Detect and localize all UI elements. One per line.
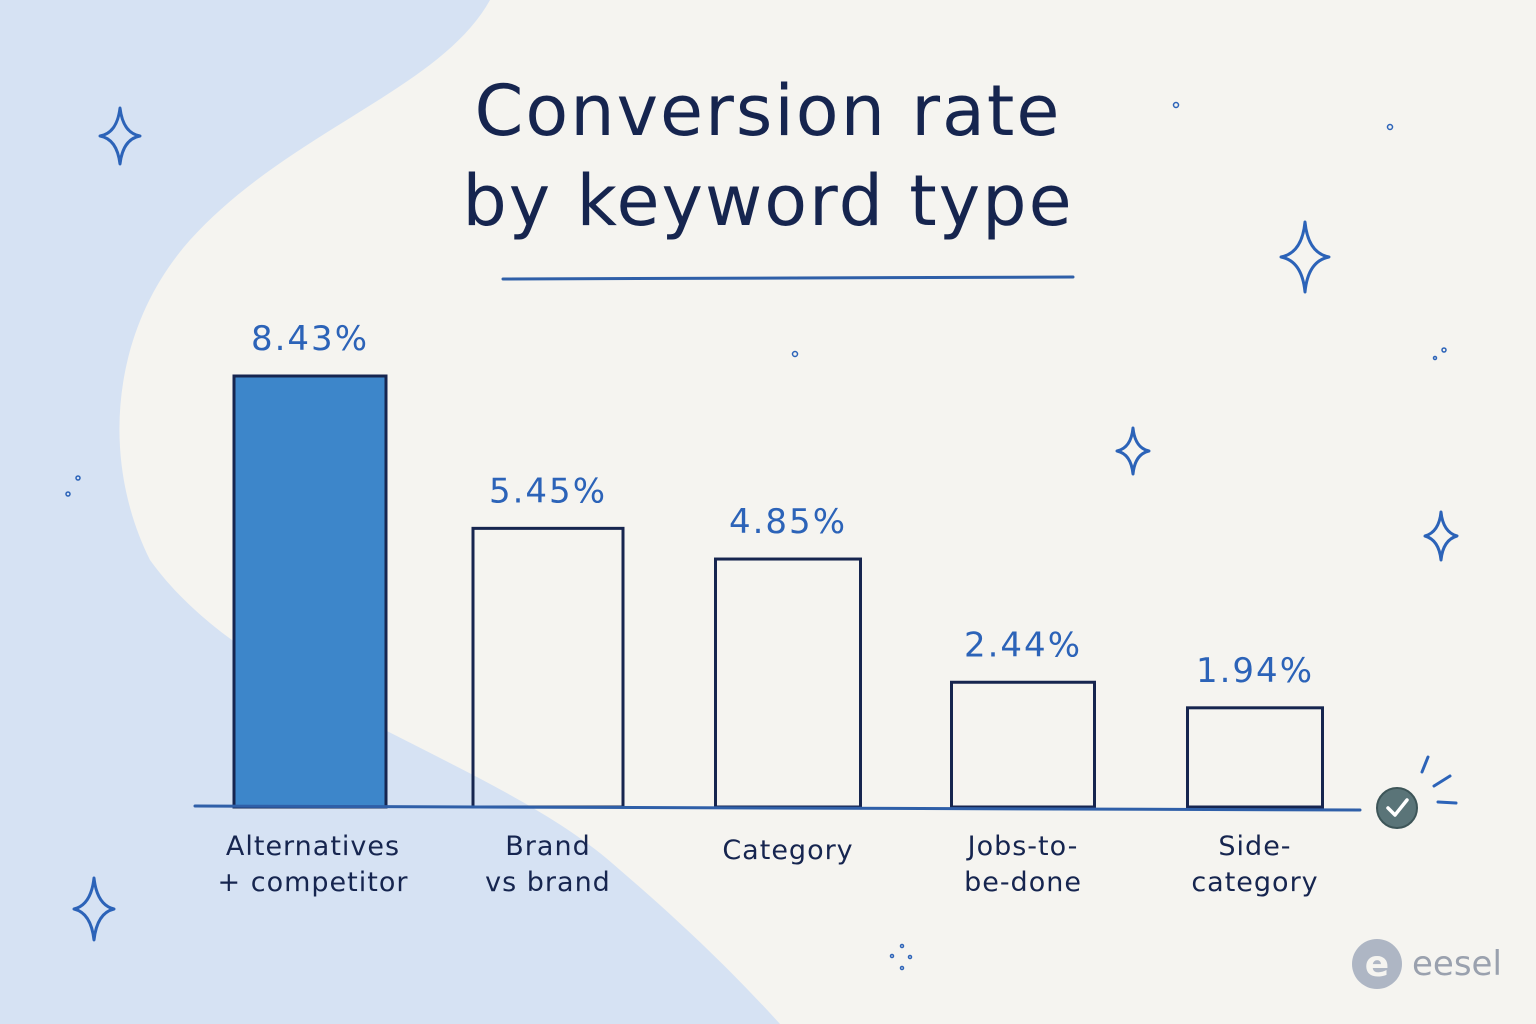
chart-title-line-2: by keyword type	[462, 160, 1074, 242]
bar-1	[471, 526, 625, 809]
bar-4	[1186, 706, 1324, 809]
x-axis	[193, 804, 1362, 812]
dot-icon	[65, 491, 71, 497]
sparkle-icon	[98, 106, 142, 166]
value-label-3: 2.44%	[964, 625, 1082, 665]
bar-2	[714, 557, 862, 809]
dot-icon	[907, 954, 913, 960]
value-label-1: 5.45%	[489, 471, 607, 511]
category-label-4-line-0: Side-	[1218, 831, 1291, 862]
dot-icon	[1172, 101, 1180, 109]
dot-icon	[1441, 347, 1447, 353]
sparkle-icon	[72, 876, 116, 942]
value-labels-group: 8.43% 5.45% 4.85% 2.44% 1.94%	[251, 319, 1314, 691]
value-label-2: 4.85%	[729, 502, 847, 542]
check-circle-icon	[1376, 787, 1418, 829]
bar-0	[232, 374, 388, 809]
dot-icon	[791, 350, 799, 358]
value-label-4: 1.94%	[1196, 651, 1314, 691]
chart-title-line-1: Conversion rate	[474, 70, 1062, 152]
brand-logo: e eesel	[1352, 938, 1502, 990]
decorations	[65, 101, 1459, 971]
check-badge	[1376, 755, 1458, 829]
burst-line-icon	[1420, 755, 1430, 774]
sparkle-icon	[1423, 510, 1459, 562]
burst-line-icon	[1432, 774, 1452, 788]
burst-line-icon	[1436, 800, 1458, 805]
checkmark-icon	[1386, 798, 1409, 817]
bars-group	[232, 374, 1324, 809]
sparkle-icon	[1279, 220, 1331, 294]
category-label-0-line-0: Alternatives	[226, 831, 400, 862]
dot-icon	[1432, 355, 1438, 361]
eesel-logo-icon: e	[1352, 939, 1402, 989]
brand-name: eesel	[1412, 944, 1502, 984]
title-underline	[501, 275, 1075, 281]
category-label-0-line-1: + competitor	[218, 867, 409, 898]
background-blob	[0, 0, 780, 1024]
category-label-3-line-0: Jobs-to-	[966, 831, 1079, 862]
category-label-1-line-0: Brand	[505, 831, 590, 862]
dot-icon	[899, 943, 905, 949]
category-label-4-line-1: category	[1191, 867, 1318, 898]
category-label-1-line-1: vs brand	[485, 867, 611, 898]
sparkle-icon	[1115, 426, 1151, 476]
dot-icon	[1386, 123, 1394, 131]
bar-3	[950, 680, 1096, 809]
category-labels-group: Alternatives + competitor Brand vs brand Cat…	[218, 831, 1318, 898]
dot-icon	[899, 965, 905, 971]
category-label-3-line-1: be-done	[964, 867, 1082, 898]
value-label-0: 8.43%	[251, 319, 369, 359]
dot-icon	[889, 953, 895, 959]
dot-icon	[75, 475, 81, 481]
category-label-2-line-0: Category	[722, 835, 853, 866]
